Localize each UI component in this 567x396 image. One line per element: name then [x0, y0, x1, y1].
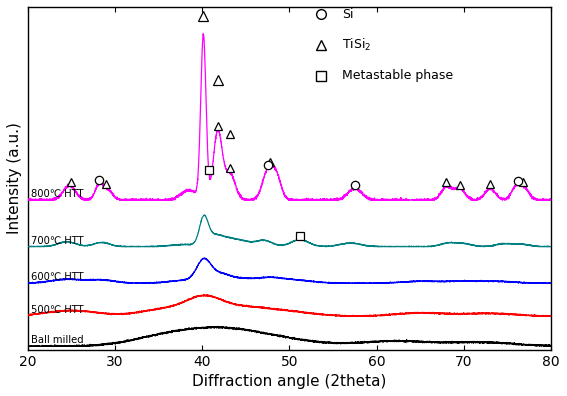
Text: Ball milled: Ball milled: [31, 335, 83, 345]
X-axis label: Diffraction angle (2theta): Diffraction angle (2theta): [192, 374, 387, 389]
Text: Metastable phase: Metastable phase: [342, 69, 453, 82]
Text: 700℃ HTT: 700℃ HTT: [31, 236, 83, 246]
Text: 800℃ HTT: 800℃ HTT: [31, 189, 83, 199]
Text: Si: Si: [342, 8, 353, 21]
Text: TiSi$_2$: TiSi$_2$: [342, 37, 371, 53]
Y-axis label: Intensity (a.u.): Intensity (a.u.): [7, 122, 22, 234]
Text: 500℃ HTT: 500℃ HTT: [31, 305, 83, 315]
Text: 600℃ HTT: 600℃ HTT: [31, 272, 83, 282]
